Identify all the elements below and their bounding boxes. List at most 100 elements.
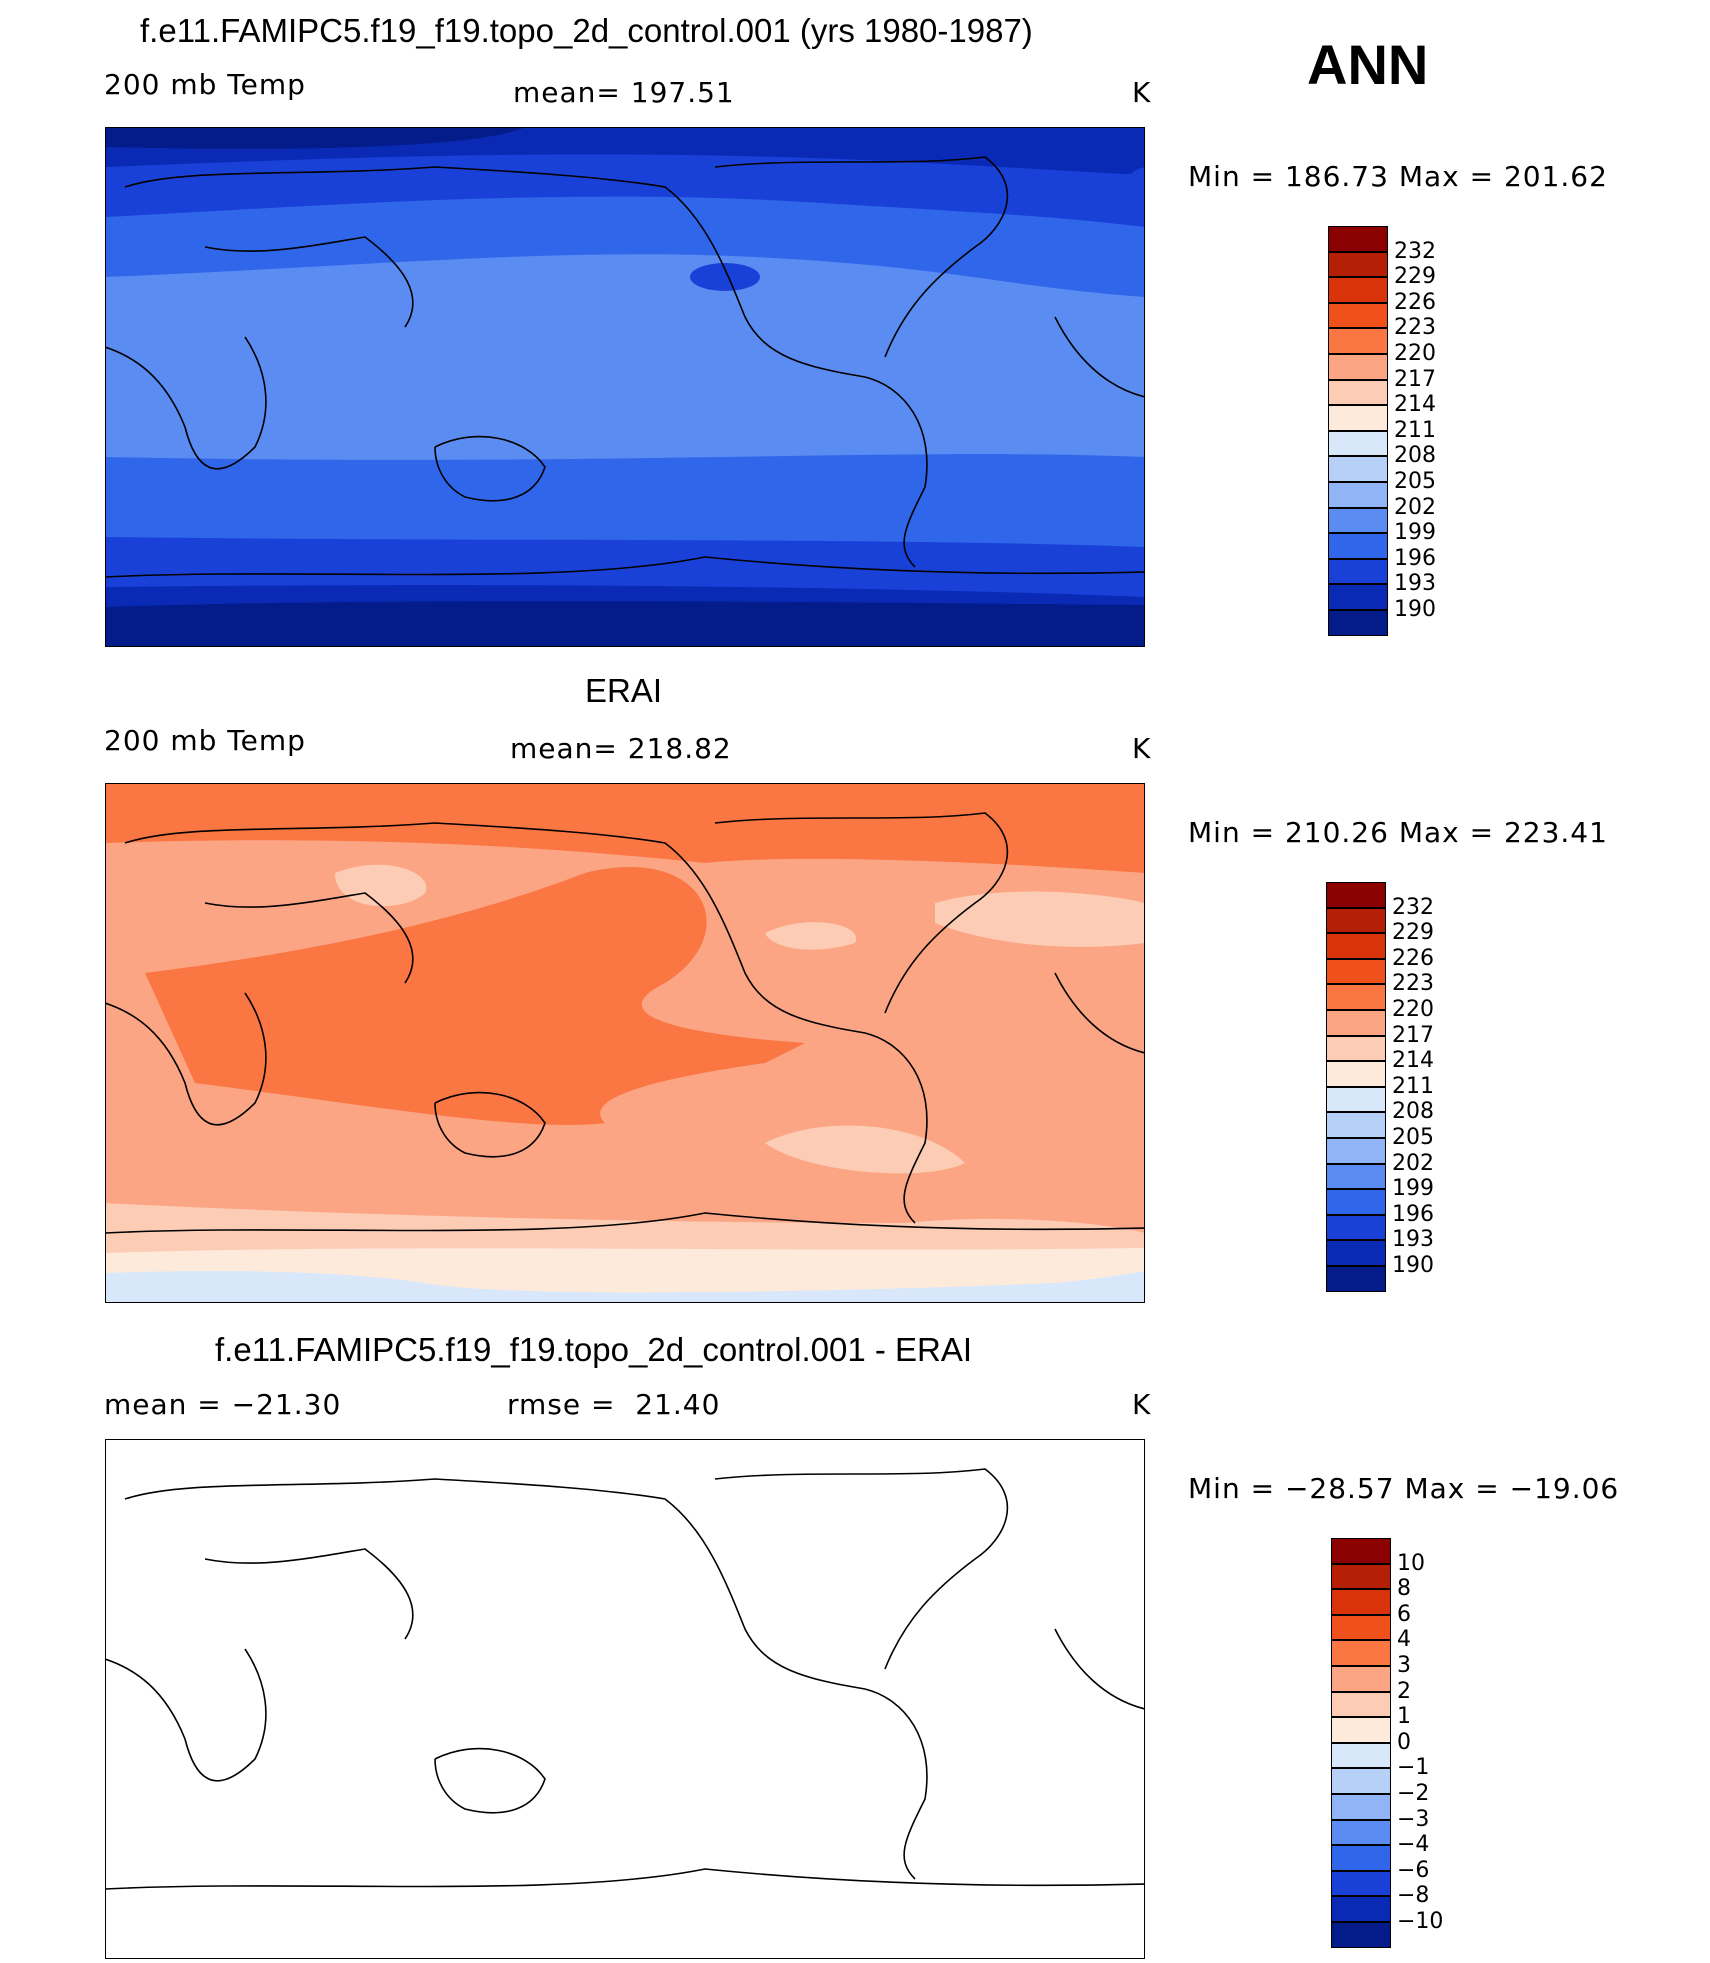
cbar-tick: −2 (1397, 1781, 1430, 1806)
cbar-tick: 3 (1397, 1653, 1411, 1678)
cbar-box (1331, 1794, 1391, 1820)
cbar-tick: −10 (1397, 1909, 1444, 1934)
cbar-tick: 220 (1392, 997, 1434, 1022)
cbar-box (1326, 1189, 1386, 1215)
cbar-box (1331, 1922, 1391, 1948)
cbar-box (1331, 1538, 1391, 1564)
cbar-box (1331, 1845, 1391, 1871)
cbar-box (1326, 1061, 1386, 1087)
band-lvl-220-north (105, 783, 1145, 873)
cbar-tick: 217 (1394, 366, 1436, 392)
cbar-tick: −4 (1397, 1832, 1430, 1858)
cbar-box (1326, 1086, 1386, 1113)
panel1-mean: mean= 197.51 (513, 76, 735, 109)
cbar-box (1331, 1896, 1391, 1922)
cbar-tick: 223 (1392, 971, 1434, 997)
cbar-box (1331, 1563, 1391, 1590)
cbar-box (1331, 1640, 1391, 1666)
cbar-tick: 10 (1397, 1550, 1425, 1576)
cbar-tick: 232 (1394, 238, 1436, 264)
cbar-box (1331, 1742, 1391, 1769)
panel1-units: K (1132, 76, 1152, 109)
cbar-box (1326, 958, 1386, 985)
cbar-tick: 1 (1397, 1704, 1411, 1730)
cbar-tick: 208 (1394, 443, 1436, 469)
cbar-box (1331, 1589, 1391, 1615)
band-lvl-214-b (935, 891, 1145, 947)
cbar-box (1326, 1138, 1386, 1164)
panel1-variable: 200 mb Temp (104, 68, 306, 101)
cbar-box (1328, 507, 1388, 534)
panel1-title: f.e11.FAMIPC5.f19_f19.topo_2d_control.00… (140, 12, 1033, 49)
cbar-tick: 205 (1392, 1125, 1434, 1150)
cbar-box (1328, 251, 1388, 278)
cbar-box (1331, 1870, 1391, 1897)
panel3-units: K (1132, 1388, 1152, 1421)
cbar-tick: 2 (1397, 1678, 1411, 1704)
cbar-tick: 193 (1392, 1227, 1434, 1253)
season-label: ANN (1307, 33, 1429, 96)
cbar-tick: 232 (1392, 894, 1434, 920)
cbar-box (1331, 1768, 1391, 1794)
cold-spot (690, 263, 760, 291)
panel2-colorbar: 232 229 226 223 220 217 214 211 208 205 … (1326, 882, 1434, 1292)
cbar-tick: 223 (1394, 315, 1436, 341)
panel1-map (105, 127, 1145, 647)
cbar-box (1328, 533, 1388, 559)
cbar-box (1328, 405, 1388, 431)
coastlines (105, 156, 1145, 578)
coastlines (105, 1468, 1145, 1890)
cbar-tick: 202 (1394, 494, 1436, 520)
cbar-tick: 229 (1392, 920, 1434, 946)
band-lvl-190-north (105, 127, 525, 149)
panel2-minmax: Min = 210.26 Max = 223.41 (1188, 816, 1608, 849)
cbar-tick: 226 (1394, 289, 1436, 315)
panel3-title: f.e11.FAMIPC5.f19_f19.topo_2d_control.00… (215, 1331, 973, 1368)
cbar-tick: 199 (1394, 520, 1436, 546)
panel3-rmse: rmse = 21.40 (507, 1388, 721, 1421)
cbar-tick: 226 (1392, 945, 1434, 971)
cbar-box (1328, 277, 1388, 303)
band-lvl-190-south (105, 601, 1145, 647)
band-lvl-199 (105, 254, 1145, 460)
cbar-tick: 190 (1392, 1253, 1434, 1278)
cbar-tick: −3 (1397, 1806, 1430, 1832)
cbar-box (1331, 1717, 1391, 1743)
cbar-box (1328, 354, 1388, 380)
band-lvl-214-c (765, 922, 857, 950)
panel2-variable: 200 mb Temp (104, 724, 306, 757)
cbar-box (1326, 1035, 1386, 1062)
cbar-tick: 220 (1394, 341, 1436, 366)
cbar-tick: 229 (1394, 264, 1436, 290)
cbar-box (1328, 328, 1388, 354)
cbar-tick: −8 (1397, 1883, 1430, 1909)
cbar-box (1328, 610, 1388, 636)
cbar-box (1328, 379, 1388, 406)
panel2-mean: mean= 218.82 (510, 732, 732, 765)
cbar-tick: 214 (1394, 392, 1436, 418)
cbar-box (1328, 584, 1388, 610)
coastlines (105, 812, 1145, 1234)
cbar-box (1331, 1691, 1391, 1718)
cbar-box (1328, 226, 1388, 252)
cbar-box (1328, 558, 1388, 585)
cbar-tick: 217 (1392, 1022, 1434, 1048)
panel1-minmax: Min = 186.73 Max = 201.62 (1188, 160, 1608, 193)
cbar-tick: 193 (1394, 571, 1436, 597)
panel3-minmax: Min = −28.57 Max = −19.06 (1188, 1472, 1620, 1505)
cbar-tick: 211 (1394, 417, 1436, 443)
cbar-box (1326, 1240, 1386, 1266)
cbar-box (1328, 302, 1388, 329)
panel3-colorbar: 10 8 6 4 3 2 1 0 −1 −2 −3 −4 −6 −8 −10 (1331, 1538, 1443, 1948)
cbar-box (1328, 430, 1388, 457)
cbar-tick: 214 (1392, 1048, 1434, 1074)
cbar-box (1328, 456, 1388, 482)
cbar-box (1326, 907, 1386, 934)
cbar-box (1326, 1112, 1386, 1138)
cbar-box (1331, 1819, 1391, 1846)
cbar-box (1331, 1614, 1391, 1641)
panel2-title: ERAI (585, 672, 663, 709)
cbar-box (1331, 1666, 1391, 1692)
cbar-box (1326, 1266, 1386, 1292)
band-lvl-214-d (765, 1125, 965, 1174)
